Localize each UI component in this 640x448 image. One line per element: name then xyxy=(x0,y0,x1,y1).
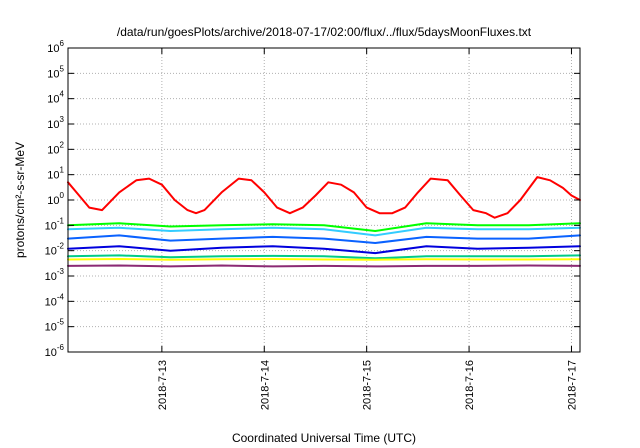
x-tick-label: 2018-7-13 xyxy=(157,360,169,410)
series-line-5 xyxy=(67,245,581,255)
series-line-4 xyxy=(67,234,581,244)
y-axis-label: protons/cm²-s-sr-MeV xyxy=(13,142,27,258)
x-axis: 2018-7-13 2018-7-14 2018-7-15 2018-7-16 2018… xyxy=(157,48,578,410)
x-axis-label: Coordinated Universal Time (UTC) xyxy=(232,431,416,445)
series-line-1 xyxy=(67,176,581,219)
y-tick-label: 10-1 xyxy=(45,216,65,232)
y-tick-label: 10-2 xyxy=(45,242,65,258)
y-tick-label: 103 xyxy=(47,115,64,131)
y-tick-label: 106 xyxy=(47,39,64,55)
y-tick-label: 10-4 xyxy=(45,292,65,308)
series-line-6 xyxy=(67,254,581,260)
x-tick-label: 2018-7-17 xyxy=(566,360,578,410)
series-line-2 xyxy=(67,222,581,232)
y-tick-label: 10-3 xyxy=(45,267,65,283)
series-line-8 xyxy=(67,264,581,268)
x-tick-label: 2018-7-15 xyxy=(362,360,374,410)
y-tick-label: 104 xyxy=(47,90,64,106)
y-axis: 10-6 10-5 10-4 10-3 10-2 10-1 100 101 102 103 104 1… xyxy=(45,39,580,359)
y-tick-label: 10-5 xyxy=(45,318,65,334)
series-line-3 xyxy=(67,226,581,237)
x-tick-label: 2018-7-16 xyxy=(464,360,476,410)
y-tick-label: 102 xyxy=(47,140,64,156)
series-line-7 xyxy=(67,258,581,261)
x-tick-label: 2018-7-14 xyxy=(259,360,271,410)
series-group xyxy=(67,176,581,268)
y-tick-label: 101 xyxy=(47,166,64,182)
y-tick-label: 105 xyxy=(47,64,64,80)
chart-title: /data/run/goesPlots/archive/2018-07-17/0… xyxy=(117,25,532,39)
y-tick-label: 100 xyxy=(47,191,64,207)
y-tick-label: 10-6 xyxy=(45,343,65,359)
